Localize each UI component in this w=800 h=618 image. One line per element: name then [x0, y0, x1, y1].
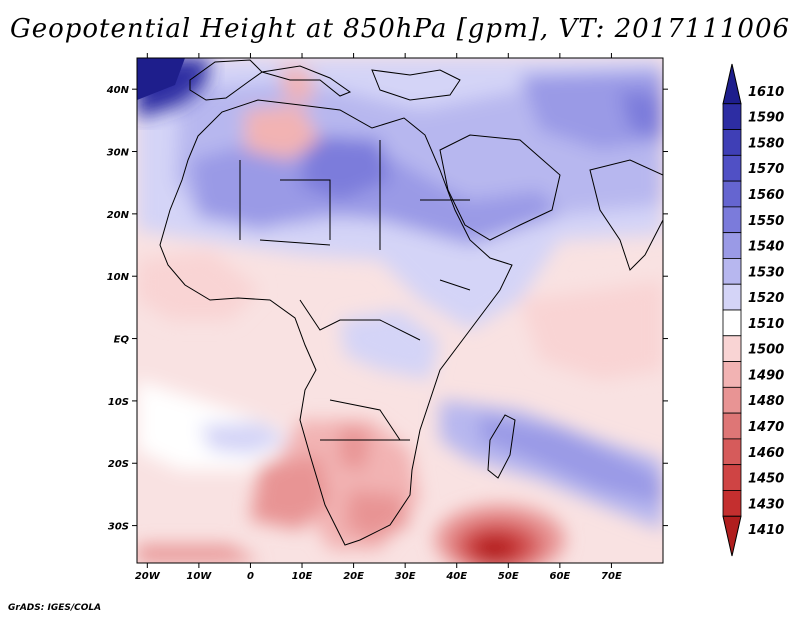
- lon-tick-label: 50E: [498, 571, 519, 582]
- colorbar-segment: [722, 464, 742, 491]
- height-field: [137, 58, 663, 563]
- colorbar-label: 1510: [748, 317, 784, 332]
- lon-tick-label: 0: [247, 571, 254, 582]
- lat-tick-label: 30N: [107, 148, 130, 159]
- lat-tick-label: 20N: [107, 210, 130, 221]
- colorbar-segment: [722, 103, 742, 130]
- colorbar-segment: [722, 283, 742, 311]
- colorbar-segment: [722, 180, 742, 208]
- colorbar-label: 1480: [748, 394, 784, 409]
- colorbar-segment: [722, 232, 742, 259]
- colorbar-label: 1550: [748, 214, 784, 229]
- lon-tick-label: 30E: [395, 571, 416, 582]
- colorbar-label: 1500: [748, 343, 784, 358]
- lat-tick-label: EQ: [114, 335, 130, 346]
- lat-tick-label: 20S: [108, 459, 129, 470]
- colorbar-segment: [722, 206, 742, 234]
- latitude-ticks: 40N 30N 20N 10N EQ 10S 20S 30S: [106, 85, 668, 533]
- colorbar-label: 1450: [748, 472, 784, 487]
- colorbar-label: 1610: [748, 85, 784, 100]
- lon-tick-label: 70E: [601, 571, 622, 582]
- longitude-ticks: 20W 10W 0 10E 20E 30E 40E 50E 60E 70E: [135, 53, 622, 582]
- colorbar-label: 1540: [748, 240, 784, 255]
- colorbar-segment: [722, 129, 742, 156]
- lat-tick-label: 10N: [107, 272, 130, 283]
- colorbar-segment-bottom: [722, 515, 742, 557]
- colorbar-segment: [722, 335, 742, 362]
- colorbar-label: 1570: [748, 162, 784, 177]
- colorbar-label: 1590: [748, 111, 784, 126]
- colorbar: 1610 1590 1580 1570 1560 1550 1540 1530 1520 1510…: [722, 63, 784, 557]
- lon-tick-label: 40E: [445, 571, 467, 582]
- lon-tick-label: 20W: [135, 571, 161, 582]
- colorbar-label: 1490: [748, 368, 784, 383]
- coastlines: [159, 59, 663, 546]
- lon-tick-label: 60E: [549, 571, 570, 582]
- colorbar-segment: [722, 490, 742, 517]
- colorbar-label: 1560: [748, 188, 784, 203]
- map-frame: [136, 57, 664, 564]
- lon-tick-label: 10E: [292, 571, 313, 582]
- lat-tick-label: 40N: [106, 85, 130, 96]
- colorbar-segment: [722, 386, 742, 414]
- lat-tick-label: 30S: [108, 522, 129, 533]
- colorbar-segment: [722, 412, 742, 440]
- lon-tick-label: 10W: [186, 571, 212, 582]
- colorbar-segment: [722, 438, 742, 466]
- colorbar-label: 1530: [748, 265, 784, 280]
- colorbar-label: 1460: [748, 446, 784, 461]
- colorbar-segment-top: [722, 63, 742, 105]
- colorbar-segment: [722, 361, 742, 388]
- footer-credit: GrADS: IGES/COLA: [8, 603, 102, 613]
- map-title: Geopotential Height at 850hPa [gpm], VT:…: [9, 14, 791, 44]
- lat-tick-label: 10S: [108, 397, 129, 408]
- colorbar-label: 1520: [748, 291, 784, 306]
- colorbar-label: 1430: [748, 497, 784, 512]
- colorbar-label: 1410: [748, 523, 784, 538]
- colorbar-segment: [722, 258, 742, 285]
- colorbar-label: 1470: [748, 420, 784, 435]
- lon-tick-label: 20E: [343, 571, 364, 582]
- colorbar-label: 1580: [748, 136, 784, 151]
- colorbar-segment: [722, 309, 742, 337]
- colorbar-segment: [722, 154, 742, 182]
